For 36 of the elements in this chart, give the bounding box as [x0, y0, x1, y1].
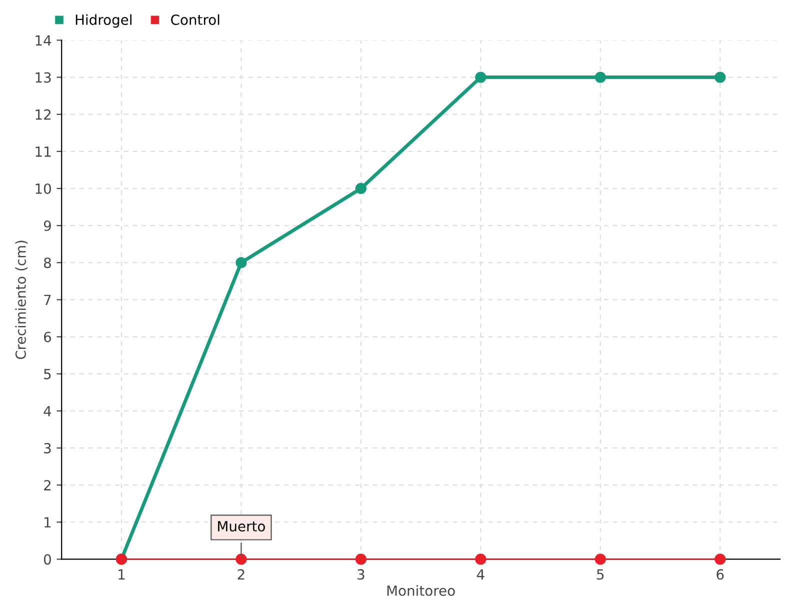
point [236, 257, 247, 268]
x-tick-label: 1 [118, 569, 125, 580]
y-tick-label: 10 [36, 183, 51, 194]
y-tick-label: 9 [44, 220, 51, 232]
legend-label: Hidrogel [76, 14, 132, 28]
y-tick-label: 3 [44, 442, 51, 454]
y-tick-label: 14 [36, 35, 52, 46]
y-tick-label: 6 [44, 332, 52, 342]
point [475, 554, 486, 565]
point [714, 72, 726, 83]
y-tick-label: 4 [44, 406, 52, 416]
point [475, 72, 486, 83]
y-axis-title: Crecimiento (cm) [15, 240, 28, 360]
point [714, 554, 726, 565]
x-tick-label: 3 [358, 569, 364, 580]
y-tick-label: 2 [44, 480, 50, 490]
y-tick-label: 13 [36, 72, 51, 83]
annotation: Muerto [218, 521, 265, 532]
x-tick-label: 6 [716, 569, 724, 580]
point [594, 554, 606, 565]
point [355, 554, 366, 565]
x-tick-label: 2 [238, 569, 244, 580]
y-tick-label: 5 [44, 368, 51, 380]
y-tick-label: 1 [44, 517, 51, 528]
y-tick-label: 11 [36, 146, 51, 157]
y-tick-label: 0 [44, 554, 51, 565]
x-axis-title: Monitoreo [387, 585, 455, 596]
point [355, 182, 366, 194]
legend-label: Control [171, 14, 220, 26]
point [236, 554, 247, 565]
y-tick-label: 8 [44, 258, 51, 268]
x-tick-label: 4 [476, 569, 484, 580]
point [594, 72, 606, 83]
y-tick-label: 7 [44, 294, 51, 305]
y-tick-label: 12 [36, 109, 50, 120]
x-tick-label: 5 [597, 569, 604, 580]
